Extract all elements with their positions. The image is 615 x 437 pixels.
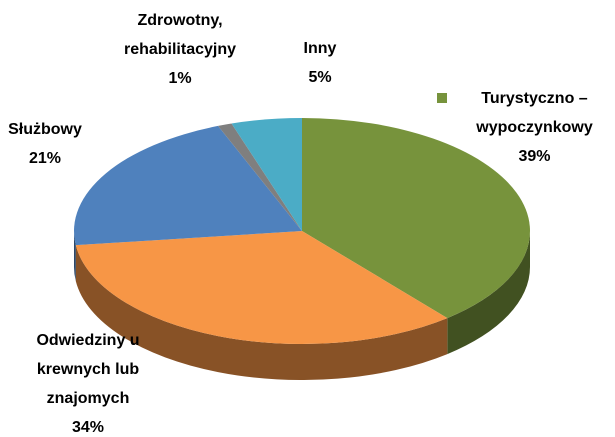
slice (302, 118, 530, 319)
slice-side (74, 231, 76, 282)
label-name: Inny (303, 40, 337, 57)
data-label: Służbowy 21% (0, 115, 90, 173)
label-value: 21% (28, 150, 62, 167)
label-value: 34% (71, 419, 105, 436)
data-label: Odwiedziny u krewnych lub znajomych 34% (18, 326, 158, 437)
slice (218, 123, 302, 231)
slice (231, 118, 302, 231)
label-value: 5% (308, 69, 332, 86)
label-value: 39% (518, 148, 551, 165)
slice (75, 231, 448, 344)
label-name: Służbowy (8, 121, 82, 138)
slice (74, 125, 302, 246)
label-name: Odwiedziny u krewnych lub znajomych (36, 332, 140, 407)
label-name: Zdrowotny, rehabilitacyjny (123, 12, 237, 58)
data-label: Zdrowotny, rehabilitacyjny 1% (105, 6, 255, 93)
slice-side (75, 245, 448, 380)
label-name: Turystyczno – wypoczynkowy (476, 90, 593, 136)
label-value: 1% (168, 70, 192, 87)
data-label: Turystyczno – wypoczynkowy 39% (452, 84, 615, 171)
legend-key (437, 93, 447, 103)
slice-side (447, 231, 530, 355)
data-label: Inny 5% (290, 34, 350, 92)
